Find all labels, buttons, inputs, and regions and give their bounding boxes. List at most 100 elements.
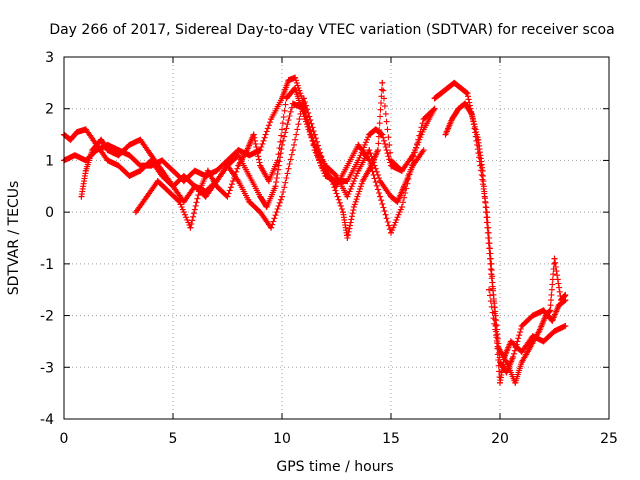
data-point	[224, 162, 231, 169]
data-point	[279, 141, 285, 148]
data-point	[246, 152, 253, 159]
data-point	[235, 162, 242, 169]
data-point	[246, 172, 253, 179]
grid	[64, 57, 609, 419]
data-point	[289, 147, 296, 154]
data-point	[540, 338, 547, 345]
data-point	[292, 85, 299, 92]
data-point	[527, 343, 534, 350]
data-point	[98, 136, 105, 143]
data-point	[67, 136, 74, 143]
data-point	[289, 100, 296, 107]
data-markers	[61, 74, 569, 386]
data-point	[250, 131, 257, 138]
data-point	[191, 183, 198, 190]
x-axis-label: GPS time / hours	[276, 459, 393, 475]
data-point	[272, 183, 279, 190]
data-point	[420, 116, 427, 123]
data-point	[438, 90, 445, 97]
data-point	[529, 312, 536, 319]
data-point	[196, 188, 203, 195]
x-tick-label: 25	[600, 431, 618, 447]
data-point	[154, 178, 161, 185]
data-point	[398, 203, 405, 210]
series-4	[132, 79, 405, 241]
data-point	[244, 147, 251, 154]
data-point	[549, 317, 556, 324]
data-point	[74, 128, 81, 135]
data-point	[213, 183, 220, 190]
data-point	[202, 188, 209, 195]
data-point	[115, 162, 122, 169]
data-point	[379, 131, 386, 138]
data-point	[126, 152, 133, 159]
data-point	[257, 209, 264, 216]
y-tick-label: 0	[45, 205, 54, 221]
data-point	[176, 198, 183, 205]
data-point	[388, 162, 394, 169]
axis-ticks	[63, 56, 610, 420]
y-tick-label: -1	[40, 257, 54, 273]
y-tick-label: 3	[45, 50, 54, 66]
data-point	[344, 235, 351, 241]
data-point	[279, 193, 285, 200]
data-point	[562, 322, 569, 329]
data-point	[344, 162, 351, 169]
data-point	[329, 178, 336, 185]
data-point	[377, 193, 384, 200]
data-point	[344, 193, 351, 200]
data-point	[555, 302, 562, 309]
data-point	[547, 307, 554, 314]
data-point	[137, 162, 144, 169]
data-point	[355, 141, 362, 148]
data-point	[479, 167, 486, 174]
data-point	[536, 328, 543, 335]
data-point	[224, 157, 231, 164]
data-point	[318, 162, 325, 169]
data-point	[379, 79, 386, 86]
data-point	[115, 147, 122, 154]
data-point	[268, 116, 275, 123]
data-point	[82, 167, 89, 174]
data-point	[551, 255, 558, 262]
x-tick-label: 5	[169, 431, 178, 447]
data-point	[455, 105, 462, 112]
y-tick-label: 2	[45, 102, 54, 118]
data-point	[71, 152, 78, 159]
data-point	[170, 167, 176, 174]
data-point	[388, 229, 394, 236]
series-7	[486, 255, 569, 386]
data-point	[257, 162, 264, 169]
data-point	[204, 167, 211, 174]
data-point	[494, 343, 501, 350]
data-point	[355, 167, 362, 174]
data-point	[518, 348, 525, 355]
data-point	[333, 172, 340, 179]
data-point	[104, 157, 111, 164]
data-point	[224, 193, 231, 200]
data-point	[191, 167, 198, 174]
data-point	[202, 193, 209, 200]
data-point	[265, 178, 272, 185]
data-point	[398, 167, 405, 174]
y-tick-label: -3	[40, 360, 54, 376]
data-point	[558, 297, 565, 304]
data-point	[78, 193, 85, 200]
x-tick-label: 10	[273, 431, 291, 447]
y-tick-label: -2	[40, 309, 54, 325]
data-point	[475, 136, 482, 143]
data-point	[562, 291, 569, 298]
data-point	[442, 131, 449, 138]
data-point	[344, 178, 351, 185]
data-point	[170, 183, 176, 190]
data-point	[497, 379, 503, 386]
data-point	[359, 178, 366, 185]
data-point	[126, 172, 133, 179]
data-point	[137, 167, 144, 174]
x-tick-label: 0	[60, 431, 69, 447]
data-point	[409, 157, 416, 164]
data-point	[444, 85, 451, 92]
data-point	[366, 147, 373, 154]
y-tick-labels: 3 2 1 0 -1 -2 -3 -4	[40, 50, 54, 428]
